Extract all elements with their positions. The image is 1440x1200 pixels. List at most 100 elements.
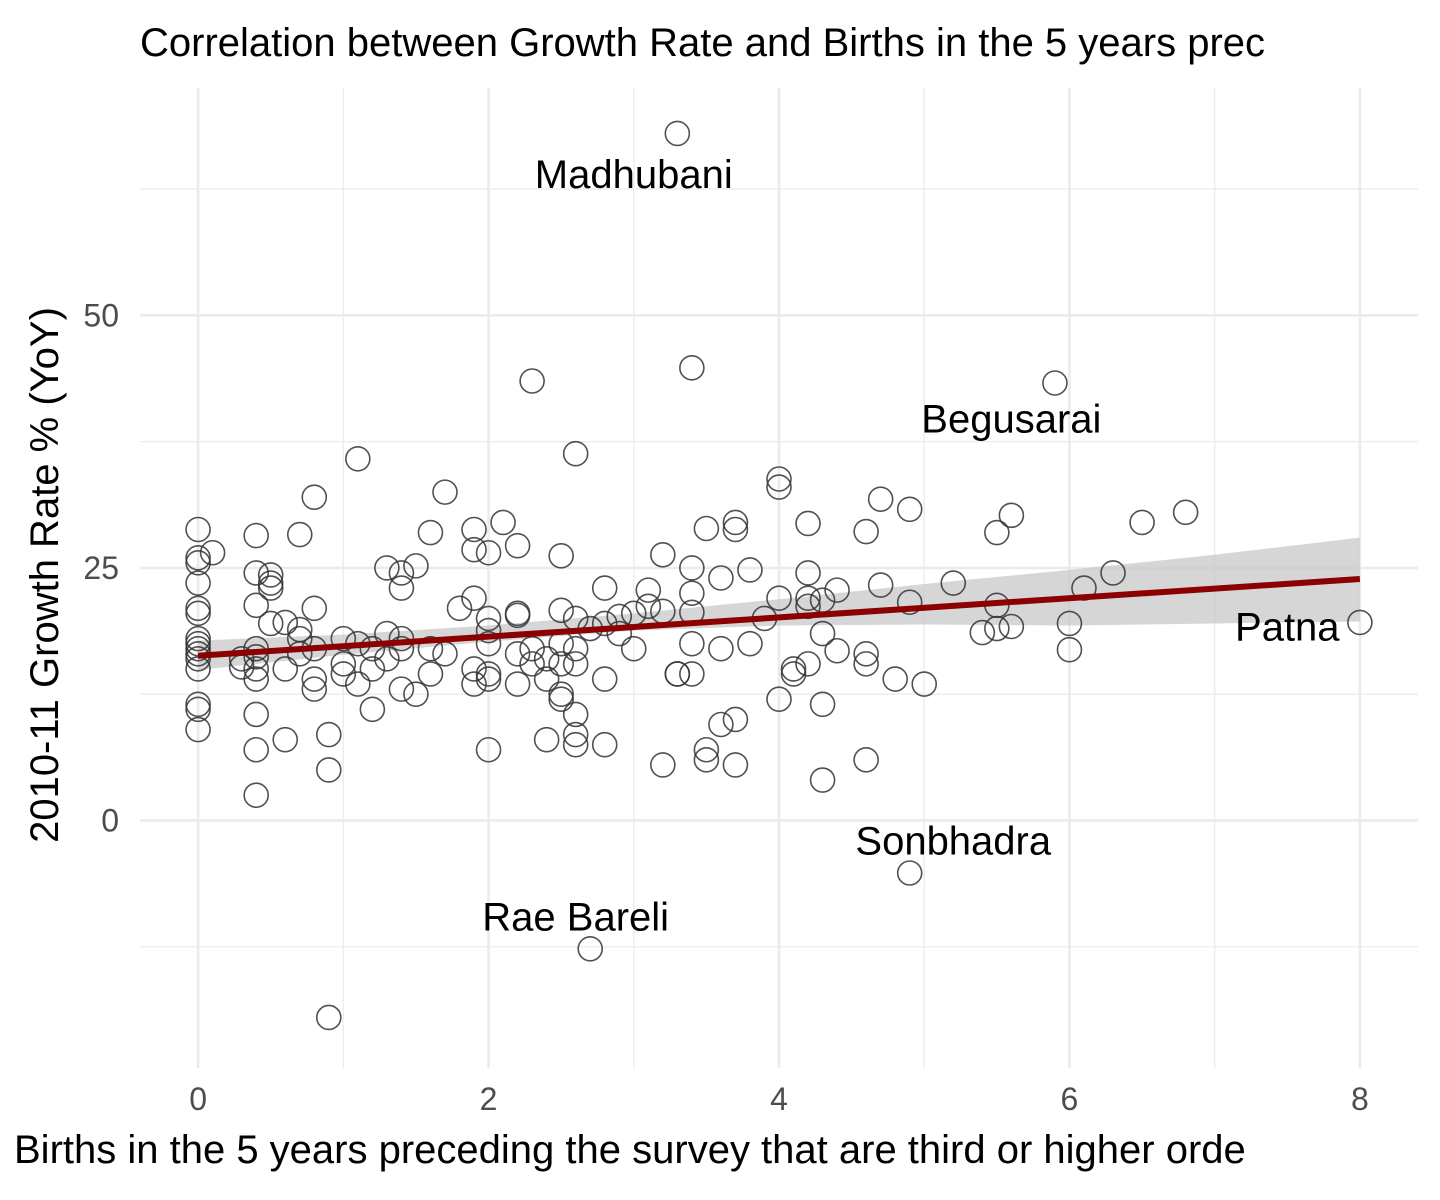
- data-point: [896, 589, 923, 616]
- data-point: [795, 585, 821, 612]
- data-point: [432, 479, 458, 505]
- data-point: [896, 860, 923, 886]
- data-point: [475, 736, 502, 763]
- annotation-label: Rae Bareli: [482, 895, 669, 939]
- data-point: [984, 519, 1010, 546]
- x-tick-label: 4: [770, 1081, 788, 1117]
- data-point: [257, 575, 284, 601]
- data-point: [417, 661, 444, 687]
- data-point: [475, 539, 502, 566]
- data-point: [708, 635, 734, 662]
- data-point: [1347, 609, 1373, 636]
- x-tick-label: 6: [1061, 1081, 1079, 1117]
- data-point: [1056, 610, 1083, 637]
- data-point: [185, 570, 211, 596]
- data-point: [504, 600, 531, 627]
- data-point: [243, 522, 269, 549]
- data-point: [185, 550, 211, 576]
- data-point: [1100, 560, 1126, 586]
- data-point: [519, 651, 545, 677]
- data-point: [679, 661, 705, 687]
- y-axis-label: 2010-11 Growth Rate % (YoY): [23, 307, 67, 843]
- data-point: [533, 646, 560, 672]
- data-point: [795, 651, 821, 677]
- data-point: [591, 575, 618, 601]
- data-point: [693, 515, 720, 542]
- data-point: [620, 635, 647, 662]
- data-point: [475, 605, 502, 632]
- data-point: [388, 635, 415, 662]
- data-point: [315, 1004, 342, 1031]
- x-axis-label: Births in the 5 years preceding the surv…: [14, 1128, 1246, 1172]
- data-point: [475, 617, 502, 644]
- data-point: [475, 661, 502, 687]
- data-point: [969, 619, 996, 646]
- data-point: [664, 661, 691, 687]
- data-point: [403, 681, 429, 707]
- data-point: [185, 516, 211, 543]
- data-point: [766, 686, 792, 713]
- data-point: [591, 610, 618, 637]
- data-point: [243, 592, 269, 619]
- data-point: [301, 676, 328, 702]
- data-point: [896, 496, 923, 523]
- data-point: [548, 651, 574, 677]
- data-point: [722, 752, 749, 778]
- data-point: [301, 595, 328, 622]
- data-points: [185, 120, 1373, 1031]
- data-point: [533, 666, 560, 692]
- data-point: [853, 518, 879, 545]
- annotation-label: Begusarai: [921, 397, 1101, 441]
- data-point: [243, 666, 269, 692]
- data-point: [461, 656, 487, 682]
- data-point: [272, 609, 299, 636]
- annotation-label: Sonbhadra: [855, 820, 1051, 864]
- data-point: [519, 368, 545, 394]
- data-point: [708, 565, 734, 591]
- data-point: [824, 637, 850, 664]
- data-point: [548, 681, 574, 707]
- data-point: [185, 691, 211, 718]
- data-point: [243, 736, 269, 763]
- data-point: [693, 736, 720, 763]
- x-tick-label: 2: [480, 1081, 498, 1117]
- data-point: [504, 532, 531, 559]
- data-point: [591, 731, 618, 758]
- data-point: [403, 553, 429, 579]
- data-point: [795, 510, 821, 537]
- data-point: [374, 646, 400, 672]
- data-point: [359, 635, 386, 662]
- data-point: [882, 666, 908, 692]
- data-point: [650, 541, 676, 568]
- data-point: [257, 610, 284, 637]
- data-point: [562, 635, 589, 662]
- data-point: [374, 555, 400, 581]
- data-point: [722, 516, 749, 543]
- data-point: [257, 562, 284, 588]
- data-point: [940, 570, 967, 596]
- data-point: [533, 726, 560, 753]
- data-point: [809, 620, 836, 647]
- annotations: Madhubani Begusarai Patna Sonbhadra Rae Bare…: [482, 153, 1340, 940]
- data-point: [185, 544, 211, 571]
- data-point: [737, 557, 763, 583]
- data-point: [475, 630, 502, 657]
- data-point: [679, 630, 705, 657]
- data-point: [185, 646, 211, 672]
- y-tick-label: 50: [83, 297, 119, 333]
- data-point: [562, 701, 589, 728]
- data-point: [504, 640, 531, 667]
- data-point: [301, 484, 328, 510]
- chart-title: Correlation between Growth Rate and Birt…: [140, 21, 1265, 65]
- data-point: [911, 671, 938, 697]
- data-point: [185, 716, 211, 743]
- data-point: [853, 651, 879, 677]
- data-point: [257, 570, 284, 596]
- data-point: [867, 572, 894, 598]
- data-point: [461, 671, 487, 697]
- data-point: [446, 595, 473, 622]
- data-point: [199, 539, 226, 566]
- data-point: [388, 676, 415, 702]
- data-point: [1172, 499, 1199, 526]
